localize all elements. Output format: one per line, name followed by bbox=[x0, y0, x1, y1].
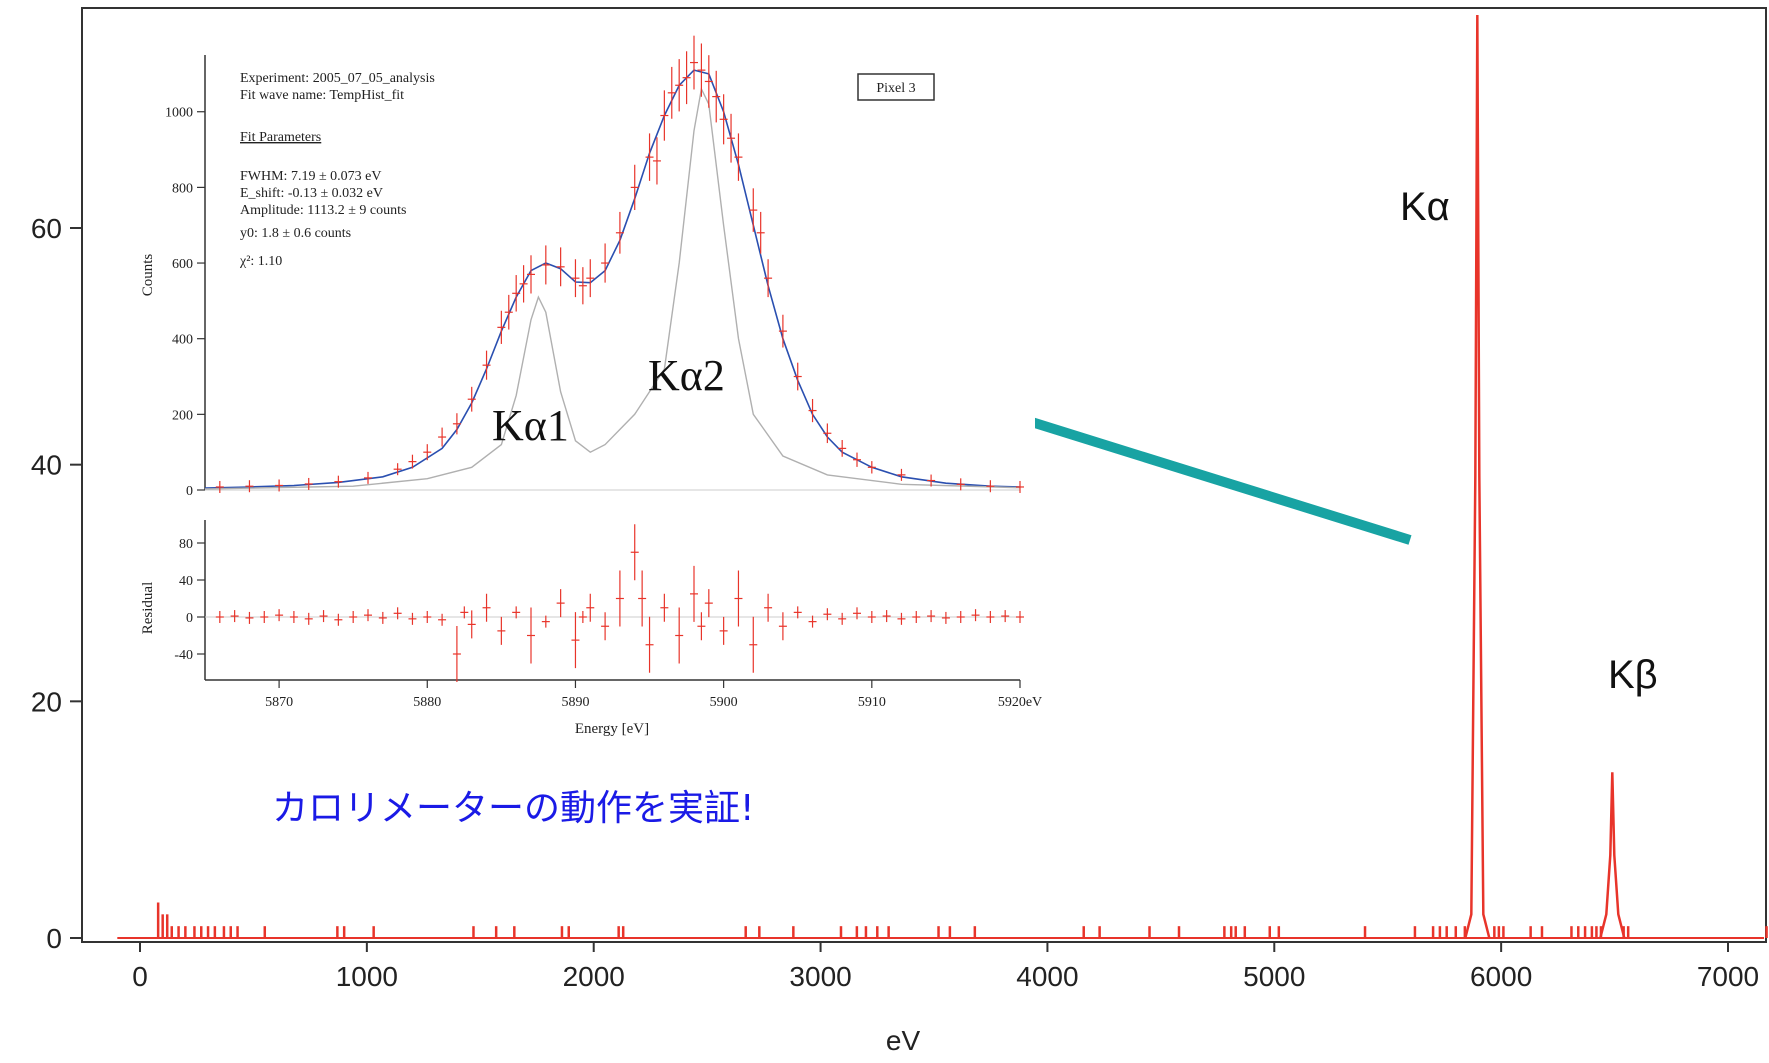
inset-spectrum: 0 200 400 600 800 1000 bbox=[165, 35, 1024, 499]
x-tick-label: 6000 bbox=[1470, 961, 1532, 992]
y-tick-label: 40 bbox=[31, 450, 62, 481]
x-tick-label: 3000 bbox=[789, 961, 851, 992]
caption: カロリメーターの動作を実証! bbox=[272, 788, 754, 829]
x-tick-label: 0 bbox=[132, 961, 148, 992]
residual-x-tick-label: 5900 bbox=[710, 695, 738, 710]
inset-residual: -40 0 40 80 5870 5880 5890 5900 5910 5920eV bbox=[174, 520, 1042, 710]
inset-y-tick-label: 1000 bbox=[165, 106, 193, 121]
residual-x-tick-label: 5920eV bbox=[998, 695, 1042, 710]
peak-line bbox=[1599, 772, 1626, 939]
residual-x-tick-label: 5880 bbox=[413, 695, 441, 710]
inset-info: Experiment: 2005_07_05_analysis Fit wave… bbox=[239, 71, 435, 269]
info-line-3: FWHM: 7.19 ± 0.073 eV bbox=[240, 169, 381, 184]
residual-y-tick-label: 40 bbox=[179, 574, 193, 589]
inset-ylabel: Counts bbox=[140, 254, 156, 297]
info-line-0: Experiment: 2005_07_05_analysis bbox=[240, 71, 435, 86]
info-line-7: χ²: 1.10 bbox=[239, 254, 282, 269]
residual-x-tick-label: 5910 bbox=[858, 695, 886, 710]
residual-ylabel: Residual bbox=[140, 582, 156, 635]
inset-component-line bbox=[204, 86, 1021, 490]
info-line-4: E_shift: -0.13 ± 0.032 eV bbox=[240, 186, 383, 201]
peak-label-kb: Kβ bbox=[1608, 653, 1658, 697]
peak-label-ka1: Kα1 bbox=[492, 401, 569, 450]
inset-y-tick-label: 200 bbox=[172, 408, 193, 423]
main-xlabel: eV bbox=[886, 1025, 921, 1056]
pixel-legend-text: Pixel 3 bbox=[876, 81, 915, 96]
residual-y-tick-label: 80 bbox=[179, 537, 193, 552]
x-tick-label: 4000 bbox=[1016, 961, 1078, 992]
info-line-6: y0: 1.8 ± 0.6 counts bbox=[240, 226, 351, 241]
residual-y-tick-label: -40 bbox=[174, 648, 193, 663]
y-tick-label: 60 bbox=[31, 213, 62, 244]
info-line-1: Fit wave name: TempHist_fit bbox=[240, 88, 404, 103]
pixel-legend-box bbox=[857, 73, 935, 101]
peak-line bbox=[1464, 14, 1491, 939]
y-tick-label: 0 bbox=[46, 923, 62, 954]
info-line-5: Amplitude: 1113.2 ± 9 counts bbox=[240, 203, 406, 218]
x-tick-label: 5000 bbox=[1243, 961, 1305, 992]
inset-y-tick-label: 800 bbox=[172, 181, 193, 196]
residual-x-tick-label: 5890 bbox=[561, 695, 589, 710]
x-tick-label: 2000 bbox=[563, 961, 625, 992]
inset-xlabel: Energy [eV] bbox=[575, 721, 649, 737]
inset-y-tick-label: 600 bbox=[172, 257, 193, 272]
main-spectrum bbox=[117, 14, 1768, 939]
residual-x-tick-label: 5870 bbox=[265, 695, 293, 710]
info-line-2: Fit Parameters bbox=[240, 130, 321, 145]
residual-y-tick-label: 0 bbox=[186, 611, 193, 626]
inset-plot: 0 200 400 600 800 1000 -40 0 40 80 5870 5880 5890 59… bbox=[140, 35, 1042, 737]
inset-y-tick-label: 0 bbox=[186, 484, 193, 499]
y-tick-label: 20 bbox=[31, 686, 62, 717]
peak-label-ka: Kα bbox=[1400, 185, 1450, 229]
inset-y-tick-label: 400 bbox=[172, 333, 193, 348]
peak-label-ka2: Kα2 bbox=[648, 351, 725, 400]
x-tick-label: 7000 bbox=[1697, 961, 1759, 992]
main-plot-frame bbox=[81, 7, 1767, 943]
x-tick-label: 1000 bbox=[336, 961, 398, 992]
